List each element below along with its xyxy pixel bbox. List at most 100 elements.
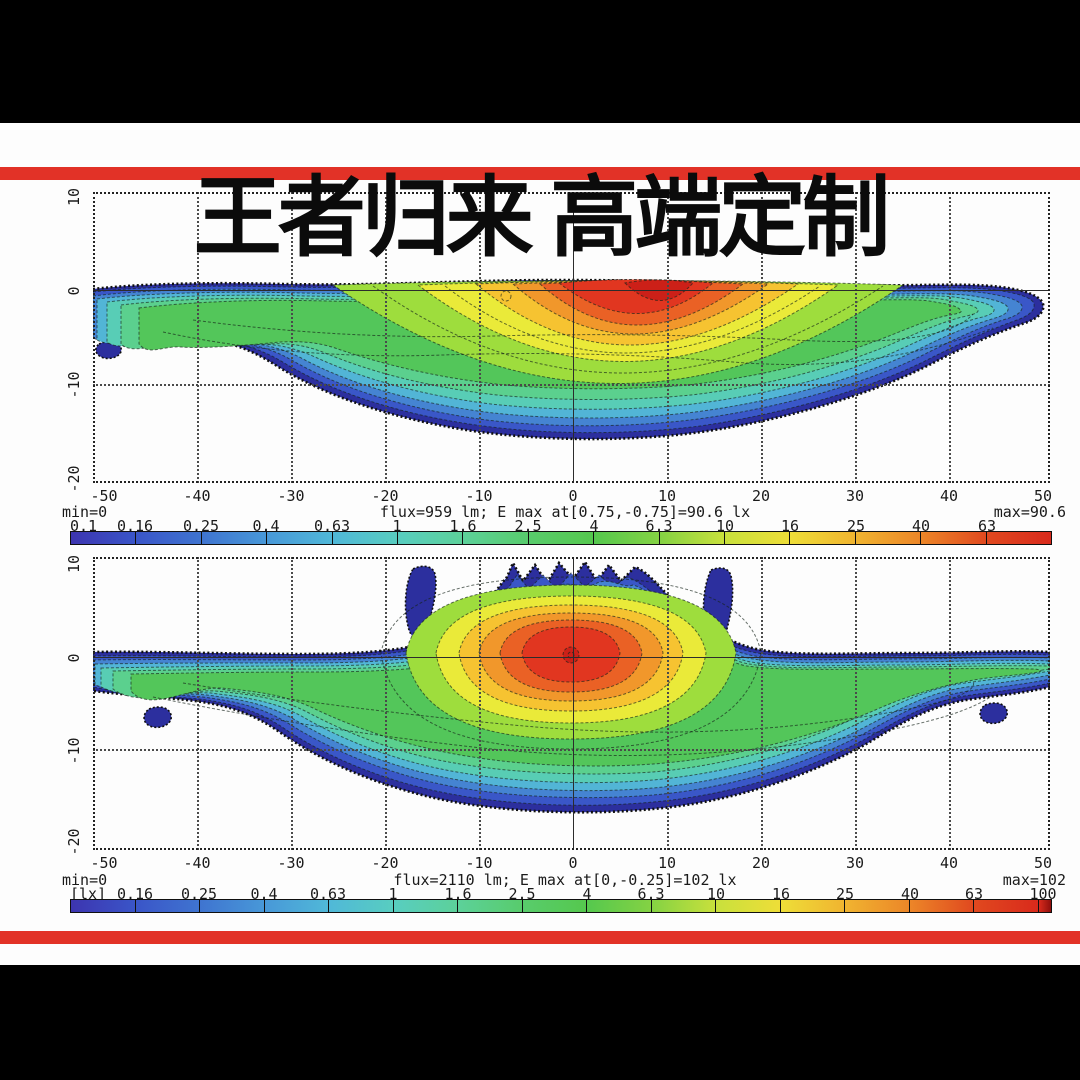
colorbar-segment bbox=[329, 900, 394, 912]
colorbar-tick-label: 0.25 bbox=[182, 517, 220, 535]
colorbar-segment bbox=[71, 532, 137, 544]
x-tick-label: 10 bbox=[657, 854, 677, 872]
x-tick-label: -50 bbox=[90, 487, 118, 505]
colorbar-tick-label: 63 bbox=[977, 517, 997, 535]
colorbar-tick-label: 4 bbox=[582, 885, 592, 903]
colorbar-segment bbox=[522, 900, 588, 912]
x-tick-label: -20 bbox=[371, 487, 399, 505]
max-value-label: max=102 bbox=[1002, 871, 1066, 889]
colorbar-tick-label: 0.16 bbox=[116, 885, 154, 903]
colorbar-tick-label: 1 bbox=[388, 885, 398, 903]
letterbox-top bbox=[0, 0, 1080, 123]
x-tick-label: 0 bbox=[568, 487, 578, 505]
x-tick-label: -10 bbox=[465, 487, 493, 505]
flux-emax-label: flux=959 lm; E max at[0.75,-0.75]=90.6 l… bbox=[379, 503, 751, 521]
gridline bbox=[93, 749, 1050, 751]
gridline bbox=[855, 557, 857, 850]
colorbar-segment bbox=[587, 900, 652, 912]
colorbar-tick-label: 0.4 bbox=[250, 885, 278, 903]
colorbar-segment bbox=[267, 532, 333, 544]
x-tick-label: 20 bbox=[751, 854, 771, 872]
x-tick-label: -40 bbox=[183, 854, 211, 872]
gridline bbox=[385, 557, 387, 850]
plot2-caption-row: min=0 flux=2110 lm; E max at[0,-0.25]=10… bbox=[0, 871, 1080, 889]
colorbar-tick-label: 25 bbox=[835, 885, 855, 903]
x-tick-label: 30 bbox=[845, 854, 865, 872]
gridline bbox=[949, 557, 951, 850]
colorbar-segment bbox=[780, 900, 846, 912]
x-tick-label: -50 bbox=[90, 854, 118, 872]
x-tick-label: 10 bbox=[657, 487, 677, 505]
x-tick-label: -40 bbox=[183, 487, 211, 505]
axis-crosshair-vertical bbox=[573, 192, 574, 483]
y-tick-label: -10 bbox=[65, 737, 83, 765]
axis-crosshair-horizontal bbox=[93, 290, 1050, 291]
min-value-label: min=0 bbox=[62, 503, 108, 521]
colorbar-tick-label: 0.4 bbox=[252, 517, 280, 535]
colorbar-segment bbox=[201, 532, 268, 544]
colorbar-segment bbox=[200, 900, 265, 912]
plot2-colorbar bbox=[70, 899, 1052, 913]
plot-frame bbox=[93, 557, 1050, 850]
x-tick-label: -10 bbox=[465, 854, 493, 872]
gridline bbox=[667, 557, 669, 850]
x-tick-label: -20 bbox=[371, 854, 399, 872]
colorbar-segment bbox=[651, 900, 717, 912]
colorbar-segment bbox=[135, 900, 201, 912]
colorbar-segment bbox=[463, 532, 529, 544]
colorbar-segment bbox=[332, 532, 399, 544]
gridline bbox=[479, 557, 481, 850]
gridline bbox=[479, 192, 481, 483]
gridline bbox=[197, 192, 199, 483]
colorbar-tick-label: 0.16 bbox=[116, 517, 154, 535]
colorbar-tick-label: 0.25 bbox=[180, 885, 218, 903]
y-tick-label: 0 bbox=[65, 286, 83, 296]
gridline bbox=[761, 192, 763, 483]
x-tick-label: 50 bbox=[1033, 487, 1053, 505]
colorbar-tick-label: 16 bbox=[771, 885, 791, 903]
colorbar-segment bbox=[71, 900, 136, 912]
colorbar-segment bbox=[398, 532, 464, 544]
colorbar-segment bbox=[921, 532, 987, 544]
plot1-caption-row: min=0 flux=959 lm; E max at[0.75,-0.75]=… bbox=[0, 503, 1080, 521]
colorbar-segment bbox=[1038, 900, 1051, 912]
colorbar-segment bbox=[458, 900, 523, 912]
colorbar-tick-label: 100 bbox=[1029, 885, 1057, 903]
letterbox-bottom bbox=[0, 965, 1080, 1080]
isolux-contours-2 bbox=[93, 559, 1050, 814]
isolux-plot-2: 10 0 -10 -20 -50 -40 -30 -20 -10 0 10 20… bbox=[65, 555, 1052, 872]
gridline bbox=[667, 192, 669, 483]
colorbar-segment bbox=[659, 532, 726, 544]
colorbar-segment bbox=[136, 532, 202, 544]
gridline bbox=[761, 557, 763, 850]
max-value-label: max=90.6 bbox=[993, 503, 1066, 521]
x-tick-label: 40 bbox=[939, 487, 959, 505]
axis-crosshair-vertical bbox=[573, 557, 574, 850]
colorbar-tick-label: 1 bbox=[392, 517, 402, 535]
red-divider-bottom bbox=[0, 931, 1080, 944]
colorbar-segment bbox=[264, 900, 330, 912]
gridline bbox=[93, 384, 1050, 386]
page-title: 王者归来 高端定制 bbox=[193, 168, 890, 267]
flux-emax-label: flux=2110 lm; E max at[0,-0.25]=102 lx bbox=[393, 871, 737, 889]
colorbar-tick-label: 63 bbox=[964, 885, 984, 903]
colorbar-tick-label: 0.63 bbox=[313, 517, 351, 535]
colorbar-tick-label: 4 bbox=[589, 517, 599, 535]
colorbar-tick-label: 40 bbox=[911, 517, 931, 535]
y-tick-label: -10 bbox=[65, 371, 83, 399]
colorbar-tick-label: 25 bbox=[846, 517, 866, 535]
isolux-plot-1: 10 0 -10 -20 -50 -40 -30 -20 -10 0 10 20… bbox=[65, 188, 1052, 505]
colorbar-segment bbox=[845, 900, 910, 912]
x-tick-label: 50 bbox=[1033, 854, 1053, 872]
colorbar-segment bbox=[974, 900, 1039, 912]
gridline bbox=[949, 192, 951, 483]
red-divider-top bbox=[0, 167, 1080, 180]
plot-frame bbox=[93, 192, 1050, 483]
x-tick-label: 0 bbox=[568, 854, 578, 872]
gridline bbox=[291, 192, 293, 483]
x-tick-label: 30 bbox=[845, 487, 865, 505]
gridline bbox=[385, 192, 387, 483]
colorbar-tick-label: 0.63 bbox=[309, 885, 347, 903]
colorbar-segment bbox=[393, 900, 459, 912]
